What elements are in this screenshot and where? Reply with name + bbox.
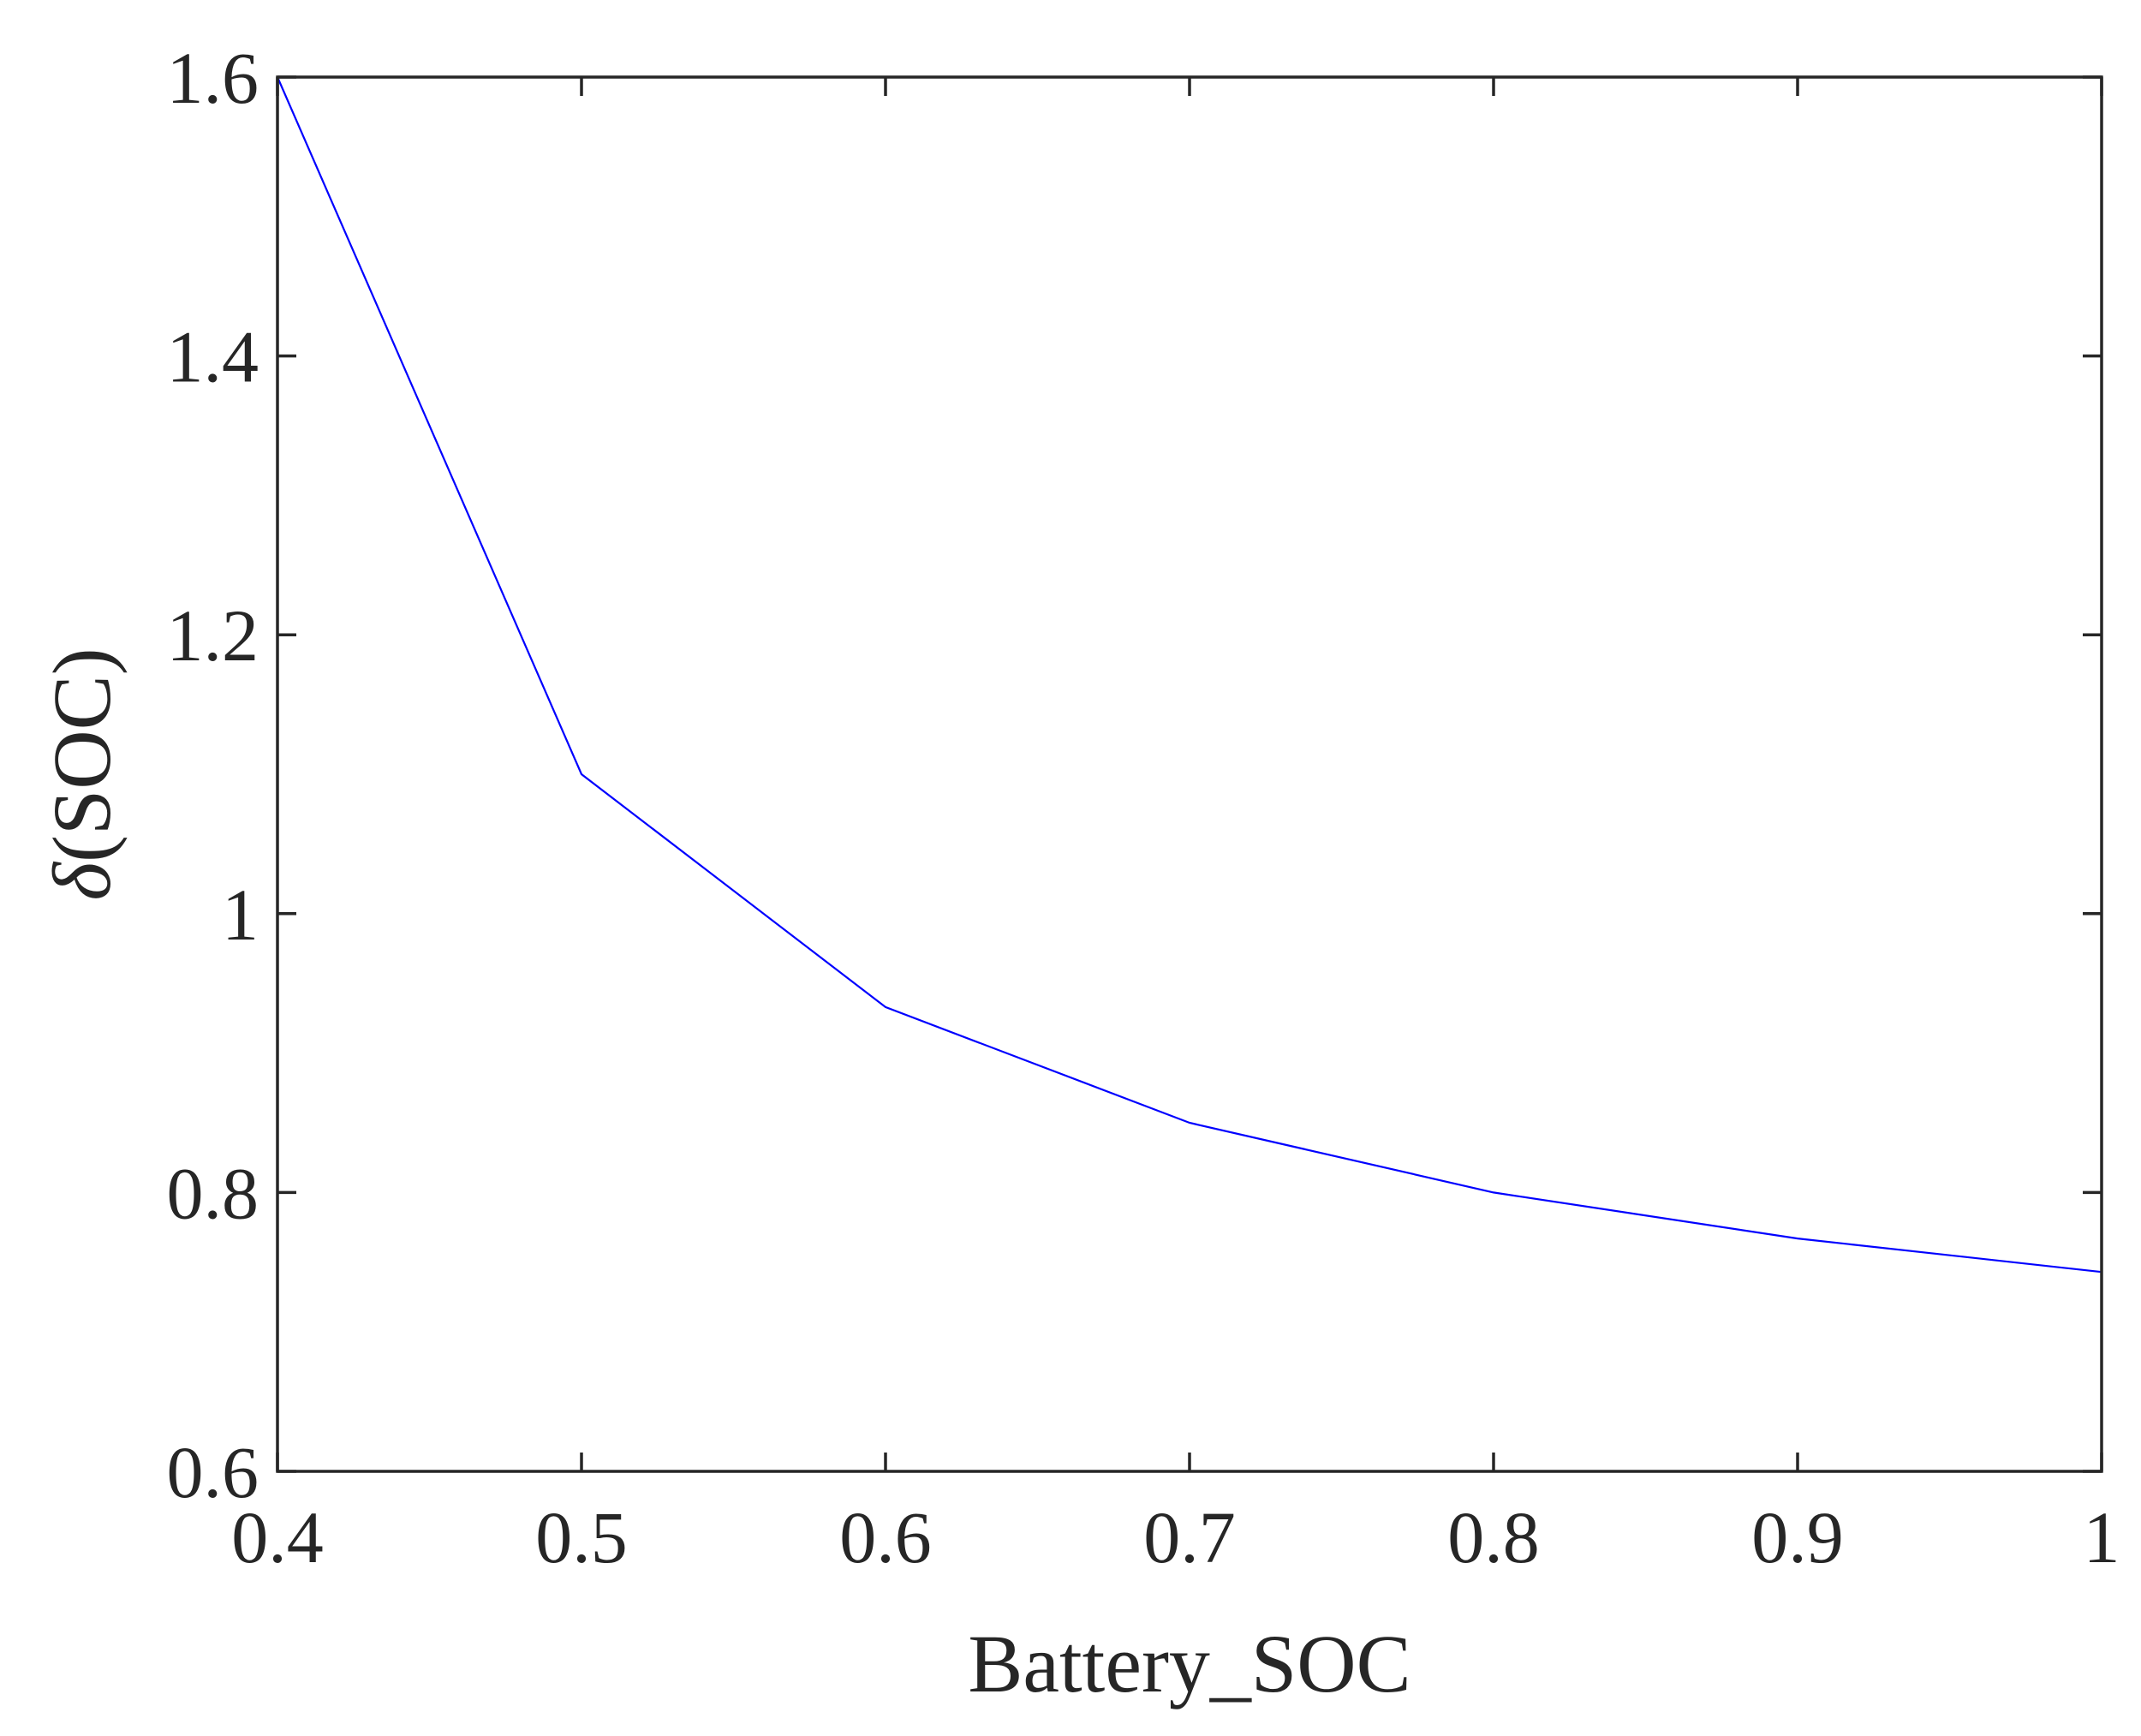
y-tick-label: 0.6 — [167, 1431, 259, 1513]
x-tick-label: 0.5 — [535, 1496, 628, 1578]
y-tick-label: 1.6 — [167, 37, 259, 119]
x-tick-label: 0.4 — [231, 1496, 324, 1578]
x-tick-label: 0.6 — [839, 1496, 932, 1578]
y-tick-label: 1 — [222, 874, 259, 956]
x-tick-label: 0.9 — [1751, 1496, 1844, 1578]
x-tick-label: 1 — [2084, 1496, 2120, 1578]
y-axis-label: δ(SOC) — [36, 647, 128, 900]
x-tick-label: 0.8 — [1447, 1496, 1540, 1578]
tick-labels-layer: 0.4 0.5 0.6 0.7 0.8 0.9 1 0.6 0.8 1 1.2 1.4 1.6 — [167, 37, 2120, 1578]
series-layer — [276, 76, 2102, 1274]
y-axis-label-rest: (SOC) — [36, 647, 128, 862]
x-tick-label: 0.7 — [1143, 1496, 1236, 1578]
series-line — [276, 76, 2102, 1274]
y-axis-label-symbol: δ — [36, 862, 128, 901]
y-tick-label: 1.4 — [167, 316, 259, 398]
y-tick-label: 0.8 — [167, 1152, 259, 1234]
x-axis-label: Battery_SOC — [968, 1618, 1410, 1709]
y-tick-label: 1.2 — [167, 594, 259, 677]
ticks-layer — [276, 75, 2103, 1473]
plot-background — [277, 77, 2102, 1471]
